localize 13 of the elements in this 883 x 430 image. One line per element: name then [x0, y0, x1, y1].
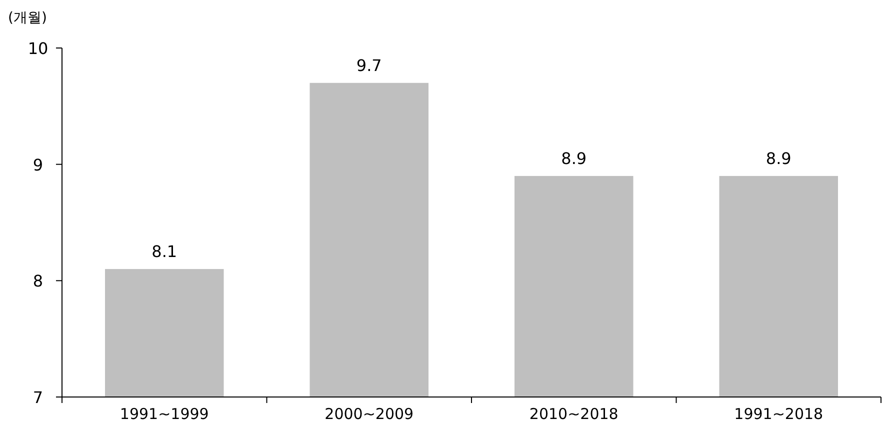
data-label: 8.9	[766, 148, 792, 168]
x-tick-label: 2000~2009	[324, 405, 414, 423]
y-tick-label: 9	[32, 155, 44, 174]
data-label: 9.7	[356, 56, 382, 75]
data-label: 8.9	[561, 148, 587, 168]
x-tick-label: 1991~1999	[120, 405, 209, 423]
x-tick-label: 1991~2018	[734, 405, 824, 423]
y-tick-label: 10	[28, 39, 48, 58]
y-axis-title: (개월)	[8, 10, 47, 26]
y-tick-label: 8	[32, 272, 44, 291]
y-tick-label: 7	[32, 388, 44, 407]
data-label: 8.1	[152, 242, 178, 262]
x-tick-label: 2010~2018	[529, 405, 618, 423]
